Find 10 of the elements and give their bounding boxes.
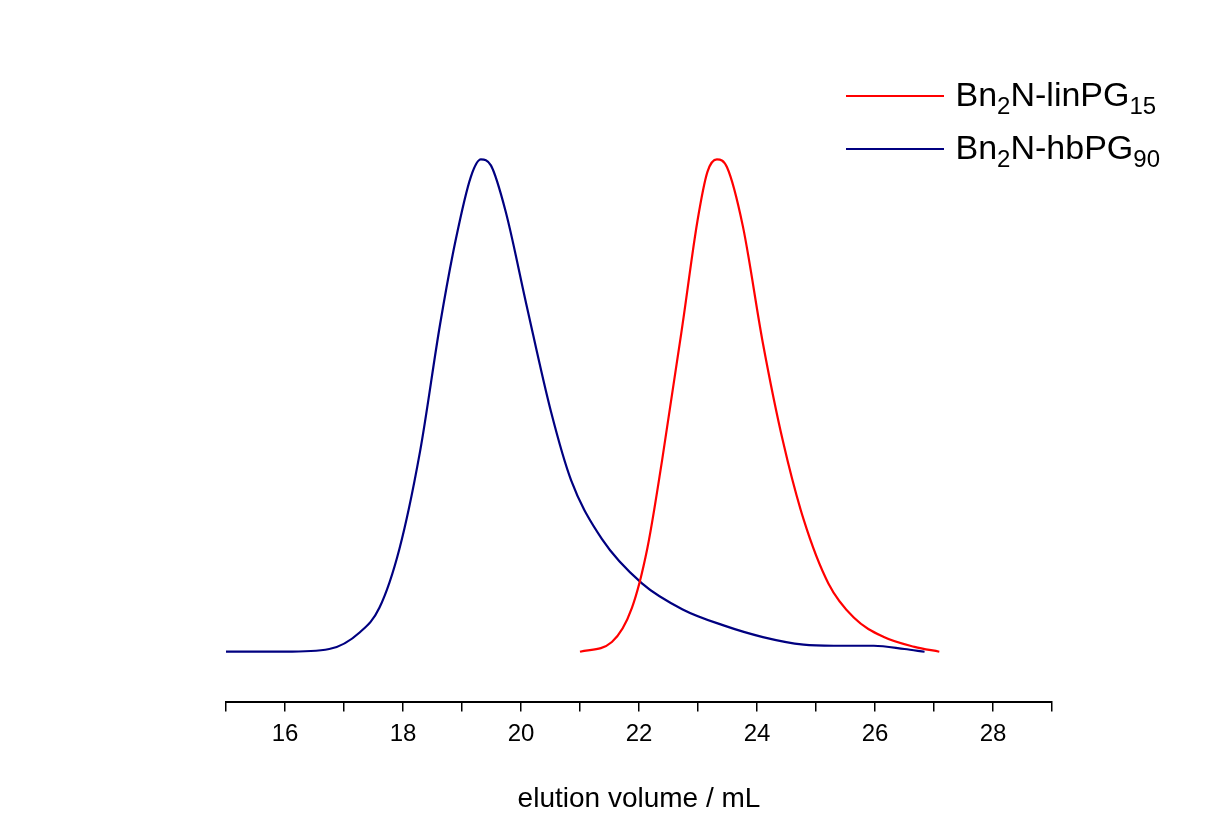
- x-tick-label: 16: [271, 718, 299, 746]
- legend-label: Bn$_{2}$N-hbPG$_{90}$: [955, 127, 1160, 174]
- x-tick-label: 28: [979, 718, 1007, 746]
- x-tick-label: 24: [743, 718, 771, 746]
- x-tick-label: 26: [861, 718, 889, 746]
- x-tick-label: 22: [625, 718, 653, 746]
- x-axis-title: elution volume / mL: [517, 781, 761, 813]
- legend-label: Bn$_{2}$N-linPG$_{15}$: [955, 74, 1157, 121]
- x-tick-label: 20: [507, 718, 535, 746]
- x-tick-label: 18: [389, 718, 417, 746]
